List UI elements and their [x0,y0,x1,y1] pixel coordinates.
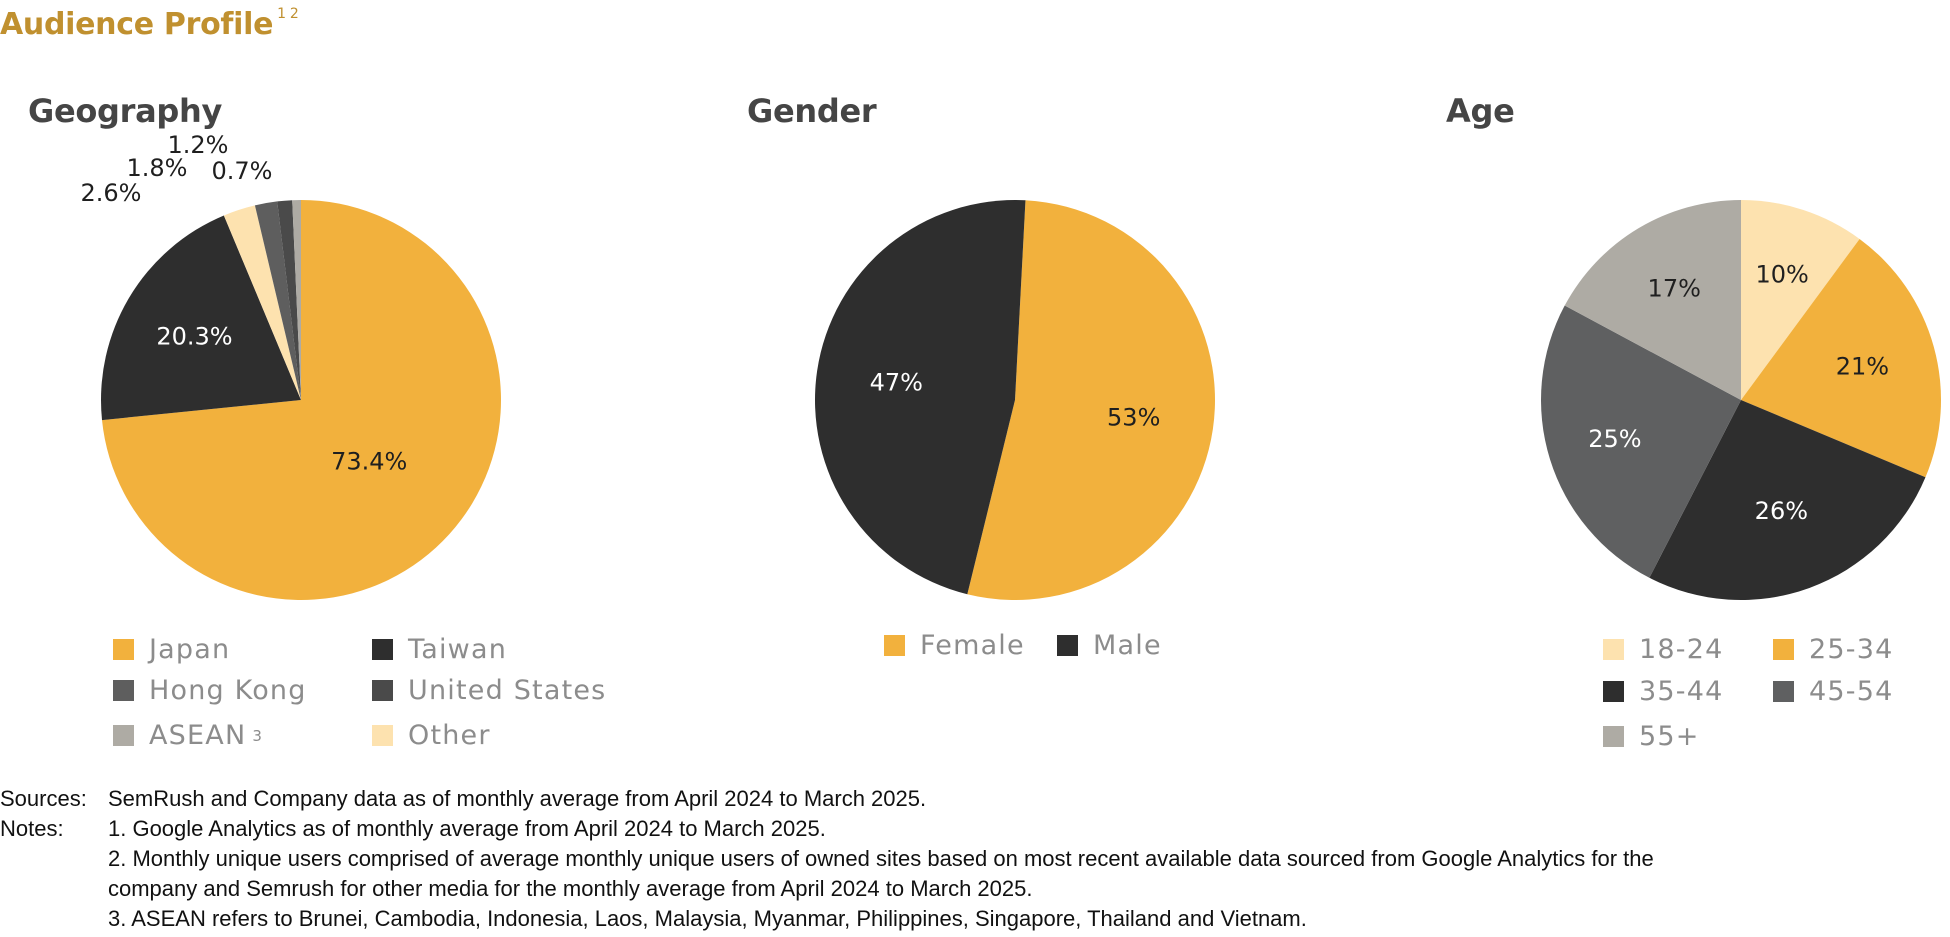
pie-slice-japan [102,200,501,600]
data-label-hong-kong: 1.8% [127,154,188,182]
data-label-25-34: 21% [1836,352,1889,380]
pie-slice-male [814,200,1026,595]
data-label-taiwan: 20.3% [156,323,232,351]
legend-label: ASEAN [149,720,247,751]
gender-title: Gender [747,92,877,130]
legend-swatch [884,635,905,656]
data-label-other: 2.6% [81,179,142,207]
legend-swatch [1773,681,1794,702]
legend-swatch [1603,726,1624,747]
legend-label: 45-54 [1809,676,1894,707]
note-1: 1. Google Analytics as of monthly averag… [108,816,826,841]
sources-row: Sources: SemRush and Company data as of … [0,784,1950,814]
legend-item-hong-kong: Hong Kong [113,675,307,706]
legend-item-18-24: 18-24 [1603,634,1723,665]
page-title: Audience Profile 1 2 [0,6,299,42]
legend-label: Hong Kong [149,675,307,706]
note-2: 2. Monthly unique users comprised of ave… [108,846,1654,871]
pie-slice-35-44 [1649,400,1926,600]
notes-label: Notes: [0,816,64,841]
pie-slice-other [223,205,301,400]
legend-label: 55+ [1639,721,1700,752]
note-3: 3. ASEAN refers to Brunei, Cambodia, Ind… [108,906,1307,931]
legend-swatch [372,639,393,660]
legend-label: United States [408,675,607,706]
pie-slice-hong-kong [254,201,301,400]
legend-swatch [113,639,134,660]
legend-swatch [1057,635,1078,656]
note-row: Notes: 1. Google Analytics as of monthly… [0,814,1950,844]
sources-label: Sources: [0,786,87,811]
legend-item-35-44: 35-44 [1603,676,1723,707]
geography-title: Geography [28,92,223,130]
legend-swatch [113,725,134,746]
legend-item-united-states: United States [372,675,606,706]
legend-label: 25-34 [1809,634,1894,665]
legend-swatch [1603,681,1624,702]
legend-swatch [1603,639,1624,660]
legend-item-other: Other [372,720,491,751]
legend-swatch [113,680,134,701]
pie-slice-united-states [277,200,301,400]
data-label-japan: 73.4% [331,448,407,476]
legend-item-asean: ASEAN 3 [113,720,263,751]
legend-item-55: 55+ [1603,721,1700,752]
sources-text: SemRush and Company data as of monthly a… [108,786,927,811]
data-label-35-44: 26% [1755,497,1808,525]
pie-slice-18-24 [1741,200,1860,400]
pie-slice-taiwan [100,215,301,421]
legend-label: 18-24 [1639,634,1724,665]
legend-item-45-54: 45-54 [1773,676,1893,707]
legend-item-male: Male [1057,630,1162,661]
page-title-footnote-refs: 1 2 [277,6,299,22]
geography-pie-chart: 73.4% 20.3% 2.6%1.8%1.2%0.7% [81,131,501,600]
data-label-male: 47% [870,368,923,396]
page-title-text: Audience Profile [0,7,274,42]
legend-swatch [1773,639,1794,660]
legend-label: Other [408,720,491,751]
legend-label: Taiwan [408,634,508,665]
note-row: 3. ASEAN refers to Brunei, Cambodia, Ind… [0,904,1950,934]
footer-notes: Sources: SemRush and Company data as of … [0,784,1950,934]
legend-label: Male [1093,630,1162,661]
legend-item-japan: Japan [113,634,230,665]
legend-footnote-ref: 3 [252,726,264,745]
data-label-18-24: 10% [1756,261,1809,289]
legend-item-female: Female [884,630,1025,661]
legend-label: Female [920,630,1025,661]
legend-swatch [372,725,393,746]
data-label-55: 17% [1648,274,1701,302]
legend-label: 35-44 [1639,676,1724,707]
data-label-female: 53% [1107,404,1160,432]
legend-swatch [372,680,393,701]
pie-slice-25-34 [1741,238,1941,478]
pie-slice-female [967,200,1215,600]
pie-slice-55 [1564,200,1741,400]
legend-item-25-34: 25-34 [1773,634,1893,665]
age-title: Age [1446,92,1515,130]
age-pie-chart: 10% 21% 26% 25% 17% [1541,200,1941,600]
note-row: company and Semrush for other media for … [0,874,1950,904]
pie-slice-asean [292,200,301,400]
note-2-continued: company and Semrush for other media for … [108,876,1033,901]
legend-label: Japan [149,634,231,665]
note-row: 2. Monthly unique users comprised of ave… [0,844,1950,874]
gender-pie-chart: 53% 47% [814,200,1215,600]
data-label-45-54: 25% [1588,425,1641,453]
data-label-united-states: 1.2% [168,131,229,159]
legend-item-taiwan: Taiwan [372,634,507,665]
data-label-asean: 0.7% [212,157,273,185]
pie-slice-45-54 [1541,305,1741,578]
